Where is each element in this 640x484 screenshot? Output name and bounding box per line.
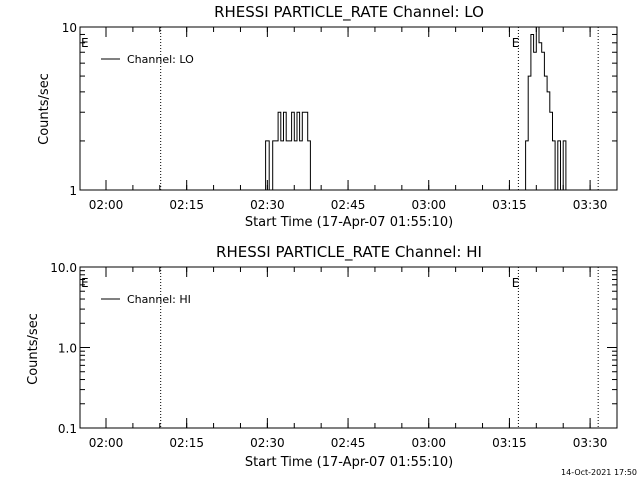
- legend-label: Channel: HI: [127, 293, 191, 306]
- x-tick-label: 03:30: [573, 436, 608, 450]
- x-tick-label: 02:00: [89, 436, 124, 450]
- y-axis-label-hi: Counts/sec: [26, 313, 41, 385]
- x-tick-label: 03:15: [492, 198, 527, 212]
- edge-marker-label: E: [81, 276, 89, 290]
- x-tick-label: 02:45: [331, 198, 366, 212]
- x-tick-label: 02:30: [250, 436, 285, 450]
- x-tick-label: 02:30: [250, 198, 285, 212]
- x-tick-label: 03:00: [411, 436, 446, 450]
- y-axis-label-lo: Counts/sec: [37, 73, 52, 145]
- x-tick-label: 02:45: [331, 436, 366, 450]
- series-line-lo: [264, 26, 569, 191]
- chart-title-lo: RHESSI PARTICLE_RATE Channel: LO: [214, 3, 484, 22]
- x-axis-label-hi: Start Time (17-Apr-07 01:55:10): [245, 455, 453, 470]
- edge-marker-label: E: [81, 36, 89, 50]
- y-tick-label: 1: [69, 184, 77, 198]
- legend-label: Channel: LO: [127, 53, 194, 66]
- x-tick-label: 03:00: [411, 198, 446, 212]
- time-marker-label: E: [512, 36, 520, 50]
- x-tick-label: 03:15: [492, 436, 527, 450]
- y-tick-label: 0.1: [58, 422, 77, 436]
- y-tick-label: 1.0: [58, 342, 77, 356]
- x-axis-label-lo: Start Time (17-Apr-07 01:55:10): [245, 215, 453, 230]
- time-marker-label: E: [512, 276, 520, 290]
- x-tick-label: 02:15: [169, 198, 204, 212]
- chart-marks: 02:00 02:15 02:30 02:45 03:00 03:15 03:30 1 10 E E…: [50, 21, 618, 450]
- generation-timestamp: 14-Oct-2021 17:50: [561, 468, 637, 477]
- x-tick-label: 02:00: [89, 198, 124, 212]
- plot-panel-hi: 02:00 02:15 02:30 02:45 03:00 03:15 03:30 0.1 1.…: [50, 261, 618, 450]
- y-tick-label: 10: [62, 21, 77, 35]
- x-tick-label: 03:30: [573, 198, 608, 212]
- y-tick-label: 10.0: [50, 261, 77, 275]
- chart-title-hi: RHESSI PARTICLE_RATE Channel: HI: [216, 243, 482, 262]
- x-tick-label: 02:15: [169, 436, 204, 450]
- plot-panel-lo: 02:00 02:15 02:30 02:45 03:00 03:15 03:30 1 10 E E…: [62, 21, 618, 212]
